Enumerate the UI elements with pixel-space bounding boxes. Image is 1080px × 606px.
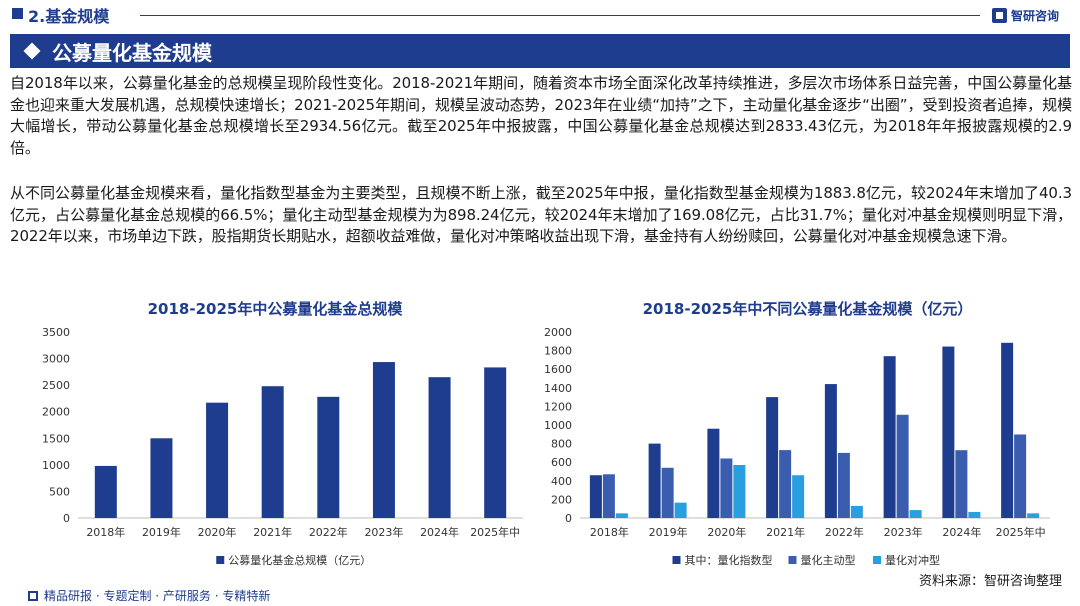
bar-2 <box>896 414 909 518</box>
legend-label: 量化主动型 <box>801 553 856 567</box>
y-tick-label: 800 <box>551 438 572 451</box>
y-tick-label: 2000 <box>544 326 572 339</box>
y-tick-label: 3000 <box>42 353 70 366</box>
x-tick-label: 2018年 <box>590 525 629 539</box>
y-tick-label: 2000 <box>42 406 70 419</box>
x-tick-label: 2018年 <box>86 525 125 539</box>
chart-title-by-type: 2018-2025年中不同公募量化基金规模（亿元） <box>642 300 973 318</box>
y-tick-label: 1400 <box>544 382 572 395</box>
y-tick-label: 3500 <box>42 326 70 339</box>
x-tick-label: 2020年 <box>707 525 746 539</box>
report-icon <box>28 591 38 601</box>
bar-1 <box>707 428 720 518</box>
bar-3 <box>615 513 628 518</box>
y-tick-label: 1600 <box>544 363 572 376</box>
bar-1 <box>589 475 602 518</box>
bar-1 <box>317 396 340 518</box>
x-tick-label: 2022年 <box>825 525 864 539</box>
bar-1 <box>824 384 837 518</box>
bar-1 <box>94 465 117 518</box>
y-tick-label: 1500 <box>42 432 70 445</box>
bar-1 <box>1001 342 1014 518</box>
page-title: 公募量化基金规模 <box>52 40 212 65</box>
bar-3 <box>968 511 981 518</box>
x-tick-label: 2023年 <box>364 525 403 539</box>
bar-3 <box>850 505 863 518</box>
bar-1 <box>261 386 284 518</box>
footer-text: 精品研报 · 专题定制 · 产研服务 · 专精特新 <box>44 589 271 603</box>
x-tick-label: 2025年中 <box>470 525 520 539</box>
brand-logo-icon <box>992 7 1007 23</box>
chart-scale-by-type: 0 200 400 600 800 1000 1200 1400 1600 1800 2000 201… <box>544 326 1050 567</box>
y-tick-label: 0 <box>565 512 572 525</box>
section-header: 2.基金规模 智研咨询 <box>0 0 1080 32</box>
y-tick-label: 600 <box>551 456 572 469</box>
y-tick-label: 1000 <box>544 419 572 432</box>
bar-2 <box>720 458 733 518</box>
x-tick-label: 2020年 <box>198 525 237 539</box>
y-tick-label: 0 <box>63 512 70 525</box>
square-bullet-icon <box>12 8 23 19</box>
bar-3 <box>1027 513 1040 518</box>
bar-2 <box>661 467 674 518</box>
x-tick-label: 2019年 <box>142 525 181 539</box>
x-tick-label: 2023年 <box>884 525 923 539</box>
x-tick-label: 2021年 <box>253 525 292 539</box>
legend-swatch <box>672 556 681 564</box>
section-title: 2.基金规模 <box>28 7 110 26</box>
x-tick-label: 2022年 <box>309 525 348 539</box>
y-tick-label: 1200 <box>544 400 572 413</box>
bar-1 <box>372 362 395 518</box>
bar-1 <box>766 397 779 518</box>
chart-total-scale: 0 500 1000 1500 2000 2500 3000 3500 2018年 2019年 20… <box>42 326 523 567</box>
legend-label: 其中：量化指数型 <box>685 553 773 567</box>
diamond-icon <box>23 42 41 60</box>
x-tick-label: 2025年中 <box>996 525 1046 539</box>
bar-3 <box>674 502 687 518</box>
x-tick-label: 2024年 <box>942 525 981 539</box>
y-tick-label: 200 <box>551 493 572 506</box>
bar-2 <box>779 450 792 518</box>
legend-swatch <box>788 556 797 564</box>
brand-logo: 智研咨询 <box>992 5 1059 25</box>
bar-2 <box>1014 434 1027 518</box>
y-tick-label: 500 <box>49 485 70 498</box>
x-tick-label: 2021年 <box>766 525 805 539</box>
bar-2 <box>602 474 615 518</box>
paragraph-total-scale: 自2018年以来，公募量化基金的总规模呈现阶段性变化。2018-2021年期间，… <box>10 74 1072 157</box>
bar-1 <box>150 438 173 518</box>
title-banner: 公募量化基金规模 <box>10 34 1070 68</box>
y-tick-label: 1000 <box>42 459 70 472</box>
bar-2 <box>837 452 850 518</box>
brand-name: 智研咨询 <box>1011 8 1060 23</box>
chart-title-total: 2018-2025年中公募量化基金总规模 <box>147 300 403 318</box>
legend-label: 量化对冲型 <box>885 553 940 567</box>
legend-label: 公募量化基金总规模（亿元） <box>228 553 371 567</box>
bar-2 <box>955 450 968 518</box>
bar-1 <box>883 356 896 518</box>
paragraph-by-type: 从不同公募量化基金规模来看，量化指数型基金为主要类型，且规模不断上涨，截至202… <box>10 184 1072 246</box>
legend-swatch <box>216 556 225 564</box>
bar-1 <box>428 377 451 518</box>
legend-swatch <box>873 556 881 564</box>
x-tick-label: 2019年 <box>649 525 688 539</box>
bar-1 <box>206 402 229 518</box>
bar-3 <box>792 475 805 518</box>
bar-1 <box>942 346 955 518</box>
bar-3 <box>733 464 746 518</box>
source-note: 资料来源：智研咨询整理 <box>918 574 1062 589</box>
footer: 精品研报 · 专题定制 · 产研服务 · 专精特新 <box>0 584 1080 606</box>
bar-1 <box>484 367 507 518</box>
y-tick-label: 2500 <box>42 379 70 392</box>
bar-3 <box>909 510 922 518</box>
y-tick-label: 400 <box>551 475 572 488</box>
y-tick-label: 1800 <box>544 345 572 358</box>
header-divider <box>140 15 980 16</box>
x-tick-label: 2024年 <box>420 525 459 539</box>
bar-1 <box>648 443 661 518</box>
